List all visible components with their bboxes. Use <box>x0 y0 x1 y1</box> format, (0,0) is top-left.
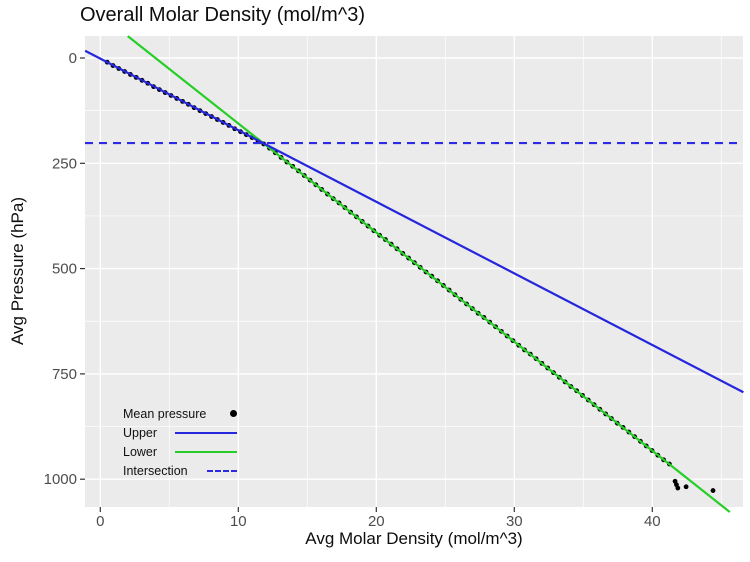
x-tick-label: 10 <box>230 513 247 530</box>
legend-label-mean-pressure: Mean pressure <box>123 406 207 421</box>
legend-label-intersection: Intersection <box>123 463 188 478</box>
y-tick-label: 1000 <box>44 471 77 488</box>
solid-line-symbol-icon <box>175 431 237 434</box>
scatter-point <box>683 484 689 490</box>
lower-line <box>127 35 731 513</box>
y-tick-label: 500 <box>52 261 77 278</box>
legend-label-upper: Upper <box>123 425 158 440</box>
dashed-line-symbol-icon <box>207 469 237 472</box>
panel-background <box>85 36 743 507</box>
x-axis-title: Avg Molar Density (mol/m^3) <box>305 529 523 548</box>
x-tick-label: 0 <box>96 513 104 530</box>
y-tick-label: 0 <box>69 50 77 67</box>
scatter-point <box>675 485 681 491</box>
legend-item-upper: Upper <box>123 423 237 442</box>
x-tick-label: 20 <box>368 513 385 530</box>
chart-title: Overall Molar Density (mol/m^3) <box>80 4 365 26</box>
legend: Mean pressure Upper Lower Intersection <box>123 404 237 480</box>
upper-line <box>84 49 744 394</box>
legend-item-intersection: Intersection <box>123 461 237 480</box>
point-symbol-icon <box>230 410 237 417</box>
x-tick-label: 30 <box>506 513 523 530</box>
legend-item-mean-pressure: Mean pressure <box>123 404 237 423</box>
legend-label-lower: Lower <box>123 444 158 459</box>
legend-item-lower: Lower <box>123 442 237 461</box>
y-tick-label: 750 <box>52 366 77 383</box>
solid-line-symbol-icon <box>175 450 237 453</box>
x-tick-label: 40 <box>644 513 661 530</box>
scatter-point <box>710 488 716 493</box>
y-tick-label: 250 <box>52 155 77 172</box>
